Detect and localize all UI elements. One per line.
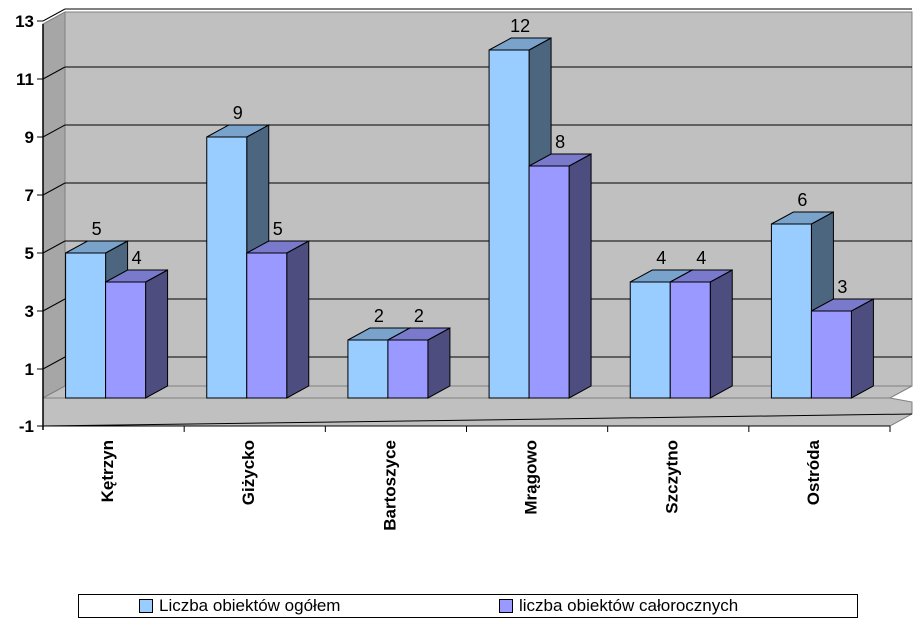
data-label: 9 [233,103,243,123]
legend-item-series-1: Liczba obiektów ogółem [139,596,340,616]
y-tick-label: 11 [16,70,34,89]
data-label: 3 [837,277,847,297]
bar-series-1 [770,223,812,399]
bar-series-2 [387,339,429,399]
bar-series-2 [105,281,147,399]
floor-slab [42,397,913,427]
y-tick-label: 7 [25,186,34,205]
x-tick-label: Mrągowo [522,440,541,515]
x-tick-label: Giżycko [239,440,258,505]
side-wall [42,11,66,399]
data-label: 2 [374,306,384,326]
bar-series-2 [810,310,852,399]
x-tick-label: Bartoszyce [380,440,399,531]
data-label: 2 [414,306,424,326]
baseline [42,413,913,427]
y-tick-label: 13 [15,12,34,31]
bar-series-2 [669,281,711,399]
data-label: 5 [92,219,102,239]
y-tick-label: 5 [25,244,34,263]
y-tick-label: 3 [25,302,34,321]
gridline-side [42,298,66,312]
legend-item-series-2: liczba obiektów całorocznych [499,596,738,616]
legend-swatch-series-2 [499,599,513,613]
bar-series-2 [528,165,570,399]
bar-side-2 [850,298,874,399]
bar-series-1 [65,252,107,399]
data-label: 4 [656,248,666,268]
legend: Liczba obiektów ogółem liczba obiektów c… [78,594,858,618]
bar-side-2 [145,269,169,399]
x-tick-label: Szczytno [663,440,682,514]
y-tick-label: 9 [25,128,34,147]
gridline-side [42,66,66,80]
bar-side-2 [568,153,592,399]
gridline-side [42,240,66,254]
gridline-side [42,124,66,138]
x-tick-label: Kętrzyn [98,440,117,502]
legend-label-series-2: liczba obiektów całorocznych [519,596,739,615]
bar-series-2 [246,252,288,399]
data-label: 5 [273,219,283,239]
bar-series-1 [347,339,389,399]
bar-side-2 [709,269,733,399]
bar-series-1 [629,281,671,399]
x-tick-label: Ostróda [804,439,823,505]
data-label: 4 [696,248,706,268]
gridline-side [42,356,66,370]
legend-swatch-series-1 [139,599,153,613]
bar-series-1 [206,136,248,399]
bar-series-1 [488,49,530,399]
y-tick-label: -1 [19,417,34,436]
gridline-side [42,182,66,196]
y-tick-label: 1 [25,360,34,379]
bar-side-2 [286,240,310,399]
data-label: 8 [555,132,565,152]
data-label: 12 [510,16,530,36]
gridline-side [42,8,66,22]
data-label: 4 [132,248,142,268]
data-label: 6 [797,190,807,210]
legend-label-series-1: Liczba obiektów ogółem [159,596,341,615]
